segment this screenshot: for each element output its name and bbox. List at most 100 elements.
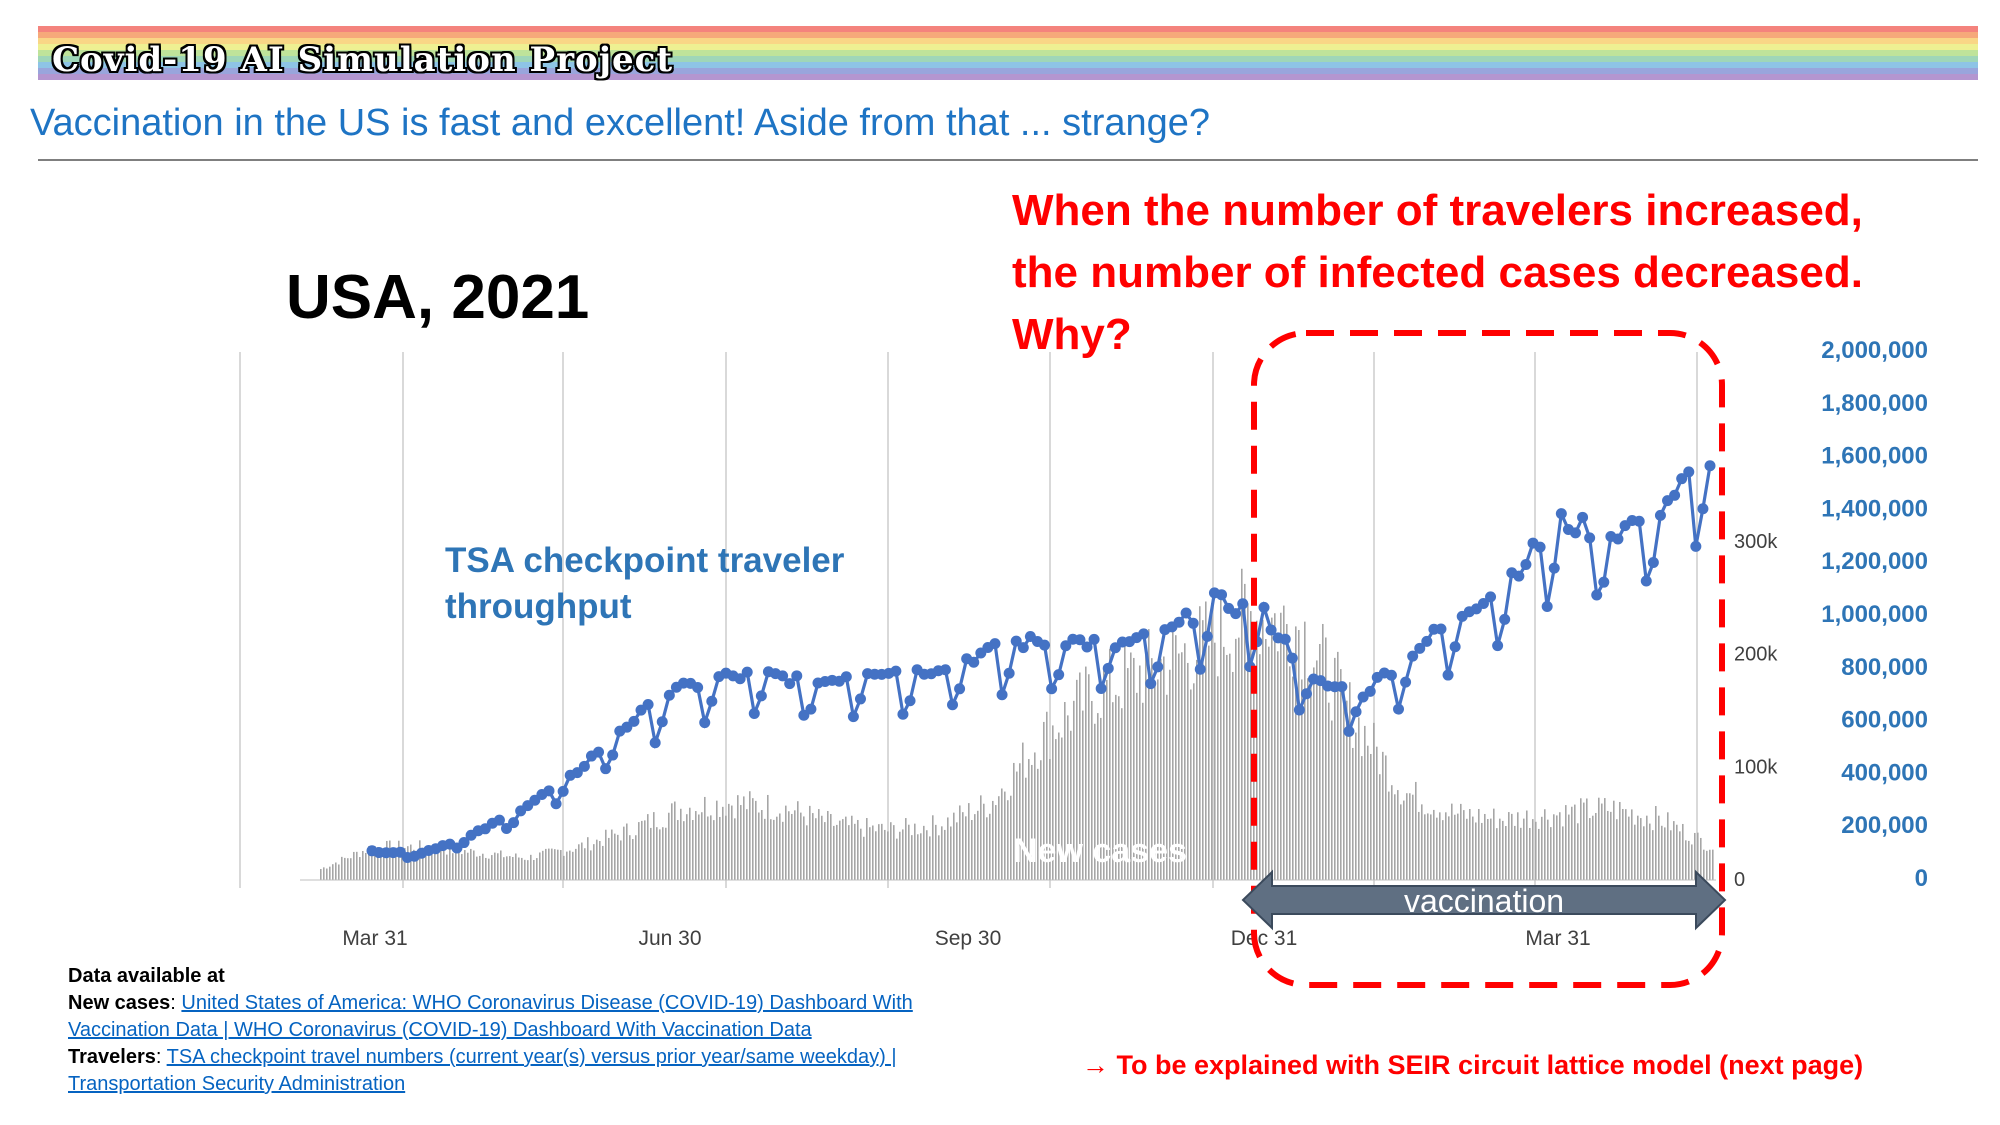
x-axis-ticks: Mar 31 Jun 30 Sep 30 Dec 31 Mar 31 xyxy=(342,927,1590,950)
new-cases-bar xyxy=(488,858,490,880)
new-cases-bar xyxy=(1085,666,1087,880)
tsa-point xyxy=(904,695,916,707)
tsa-numbers-link[interactable]: TSA checkpoint travel numbers (current y… xyxy=(166,1046,897,1068)
new-cases-bar xyxy=(1205,601,1207,880)
new-cases-bar xyxy=(884,829,886,880)
new-cases-bar xyxy=(344,857,346,880)
new-cases-bar xyxy=(1229,653,1231,880)
new-cases-bar xyxy=(746,809,748,880)
new-cases-bar xyxy=(1292,676,1294,880)
tsa-point xyxy=(1421,635,1433,647)
new-cases-bar xyxy=(380,851,382,880)
who-dashboard-link-cont[interactable]: Vaccination Data | WHO Coronavirus (COVI… xyxy=(68,1019,812,1041)
new-cases-bar xyxy=(959,805,961,880)
outer-y-tick-label: 600,000 xyxy=(1841,707,1928,734)
new-cases-bar xyxy=(1466,818,1468,880)
new-cases-bar xyxy=(1403,800,1405,880)
new-cases-bar xyxy=(1232,671,1234,880)
tsa-point xyxy=(755,690,767,702)
tsa-numbers-link-cont[interactable]: Transportation Security Administration xyxy=(68,1073,406,1095)
new-cases-bar xyxy=(1595,812,1597,880)
new-cases-bar xyxy=(1490,818,1492,880)
new-cases-bar xyxy=(698,814,700,880)
new-cases-bar xyxy=(1652,830,1654,880)
outer-y-tick-label: 400,000 xyxy=(1841,759,1928,786)
new-cases-bar xyxy=(701,812,703,880)
new-cases-bar xyxy=(656,827,658,880)
new-cases-bar xyxy=(1532,819,1534,880)
new-cases-bar xyxy=(608,837,610,880)
new-cases-bar xyxy=(626,823,628,880)
new-cases-bar xyxy=(635,835,637,880)
new-cases-bar xyxy=(1133,657,1135,880)
tsa-point xyxy=(649,737,661,749)
new-cases-bar xyxy=(1604,798,1606,880)
tsa-point xyxy=(1513,570,1525,582)
new-cases-bar xyxy=(1115,694,1117,880)
new-cases-bar xyxy=(965,816,967,880)
new-cases-bar xyxy=(1439,812,1441,880)
new-cases-bar xyxy=(1415,781,1417,880)
new-cases-bar xyxy=(1679,831,1681,880)
new-cases-bar xyxy=(1628,816,1630,880)
tsa-point xyxy=(656,716,668,728)
tsa-point xyxy=(1676,473,1688,485)
new-cases-bar xyxy=(392,852,394,880)
who-dashboard-link[interactable]: United States of America: WHO Coronaviru… xyxy=(181,992,913,1014)
tsa-point xyxy=(1230,608,1242,620)
new-cases-bar xyxy=(671,803,673,880)
new-cases-bar xyxy=(530,854,532,880)
new-cases-bar xyxy=(1130,652,1132,880)
new-cases-bar xyxy=(758,812,760,880)
new-cases-bar xyxy=(1355,732,1357,880)
new-cases-bar xyxy=(833,825,835,880)
new-cases-bar xyxy=(377,847,379,880)
new-cases-bar xyxy=(1265,639,1267,880)
tsa-point xyxy=(897,708,909,720)
new-cases-bar xyxy=(1094,723,1096,880)
new-cases-bar xyxy=(707,816,709,880)
new-cases-bar xyxy=(1187,662,1189,880)
new-cases-bar xyxy=(1157,679,1159,880)
new-cases-bar xyxy=(1619,801,1621,880)
vaccination-label: vaccination xyxy=(1404,883,1564,919)
new-cases-bar xyxy=(986,817,988,880)
new-cases-bar xyxy=(428,846,430,880)
new-cases-bar xyxy=(1544,809,1546,880)
new-cases-bar xyxy=(944,829,946,880)
tsa-point xyxy=(805,703,817,715)
new-cases-bar xyxy=(1274,613,1276,880)
tsa-point xyxy=(1534,541,1546,553)
new-cases-bar xyxy=(1121,708,1123,880)
new-cases-bar xyxy=(1301,679,1303,880)
callout-line: Why? xyxy=(1012,310,1132,359)
new-cases-bar xyxy=(929,836,931,880)
tsa-point xyxy=(939,664,951,676)
new-cases-bar xyxy=(482,853,484,880)
new-cases-bar xyxy=(665,827,667,880)
tsa-point xyxy=(508,817,520,829)
new-cases-bar xyxy=(1358,717,1360,880)
outer-y-tick-label: 1,000,000 xyxy=(1821,601,1928,628)
outer-y-tick-label: 1,400,000 xyxy=(1821,495,1928,522)
new-cases-bar xyxy=(1457,813,1459,880)
new-cases-bar xyxy=(1199,606,1201,880)
new-cases-bar xyxy=(1481,822,1483,880)
new-cases-bar xyxy=(341,856,343,880)
new-cases-bar xyxy=(1145,652,1147,880)
inner-y-tick-label: 300k xyxy=(1734,531,1778,553)
new-cases-bar xyxy=(1655,806,1657,880)
new-cases-bar xyxy=(572,851,574,880)
tsa-point xyxy=(1145,678,1157,690)
new-cases-bar xyxy=(1535,821,1537,880)
new-cases-bar xyxy=(1088,674,1090,880)
footer-note: → To be explained with SEIR circuit latt… xyxy=(1082,1050,1864,1080)
new-cases-bar xyxy=(1562,826,1564,880)
new-cases-bar xyxy=(755,800,757,880)
new-cases-bar xyxy=(1307,678,1309,880)
new-cases-bar xyxy=(1166,694,1168,880)
tsa-point xyxy=(1201,630,1213,642)
new-cases-bar xyxy=(767,794,769,880)
new-cases-bar xyxy=(551,848,553,880)
